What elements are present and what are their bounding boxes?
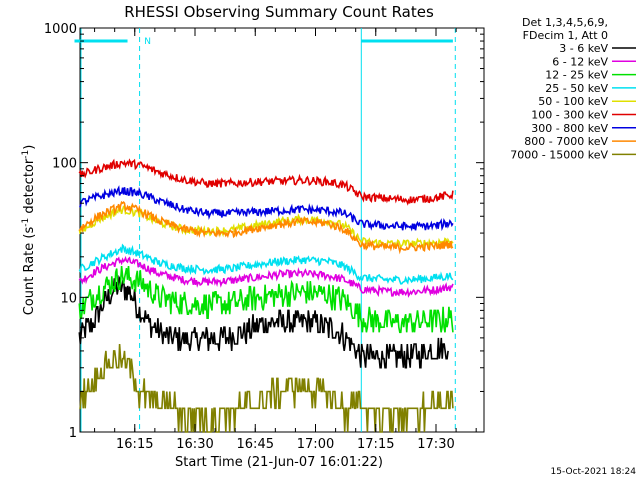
series-line-0 <box>78 274 449 369</box>
legend-header-0: Det 1,3,4,5,6,9, <box>522 16 608 29</box>
legend-label-5: 100 - 300 keV <box>531 109 608 122</box>
flag-label: N <box>144 37 151 47</box>
plot-border <box>79 27 485 433</box>
legend-label-3: 25 - 50 keV <box>545 82 608 95</box>
series-line-2 <box>78 266 454 334</box>
series-line-3 <box>78 243 454 285</box>
x-tick-label-2: 16:45 <box>237 437 274 452</box>
x-tick-label-3: 17:00 <box>297 437 334 452</box>
y-tick-label-2: 100 <box>52 157 77 172</box>
x-tick-label-0: 16:15 <box>116 437 153 452</box>
y-axis-label-part: Count Rate (s <box>22 227 37 316</box>
legend-label-4: 50 - 100 keV <box>538 95 608 108</box>
plot-frame <box>79 27 485 433</box>
series-group <box>78 158 454 433</box>
axes-group: 1 10 100 1000 16:15 16:30 16:45 17:00 17:15 17:30 <box>44 22 484 452</box>
x-tick-label-4: 17:15 <box>357 437 394 452</box>
y-axis-label-part: ) <box>22 145 37 150</box>
series-line-1 <box>78 255 454 298</box>
x-tick-label-1: 16:30 <box>176 437 213 452</box>
y-axis-label-part: detector <box>22 158 37 218</box>
y-tick-label-3: 1000 <box>44 22 77 37</box>
legend-header-1: FDecim 1, Att 0 <box>523 29 608 42</box>
series-line-7 <box>78 200 454 255</box>
chart-title: RHESSI Observing Summary Count Rates <box>124 3 434 21</box>
y-axis-label: Count Rate (s-1 detector-1) <box>21 145 37 316</box>
y-axis-label-exponent: -1 <box>21 218 31 227</box>
footer-timestamp: 15-Oct-2021 18:24 <box>551 467 637 477</box>
legend-label-8: 7000 - 15000 keV <box>510 148 608 161</box>
legend-label-0: 3 - 6 keV <box>559 42 608 55</box>
y-tick-label-0: 1 <box>69 426 77 441</box>
y-tick-label-1: 10 <box>60 291 77 306</box>
series-line-6 <box>79 185 454 232</box>
legend-label-6: 300 - 800 keV <box>531 122 608 135</box>
series-line-5 <box>78 158 454 206</box>
legend: Det 1,3,4,5,6,9,FDecim 1, Att 03 - 6 keV… <box>510 16 636 161</box>
x-tick-label-5: 17:30 <box>417 437 454 452</box>
legend-label-1: 6 - 12 keV <box>552 55 608 68</box>
series-line-8 <box>79 343 454 433</box>
legend-label-7: 800 - 7000 keV <box>524 135 608 148</box>
legend-label-2: 12 - 25 keV <box>545 69 608 82</box>
x-axis-label: Start Time (21-Jun-07 16:01:22) <box>175 455 383 470</box>
y-axis-label-exponent: -1 <box>21 150 31 159</box>
